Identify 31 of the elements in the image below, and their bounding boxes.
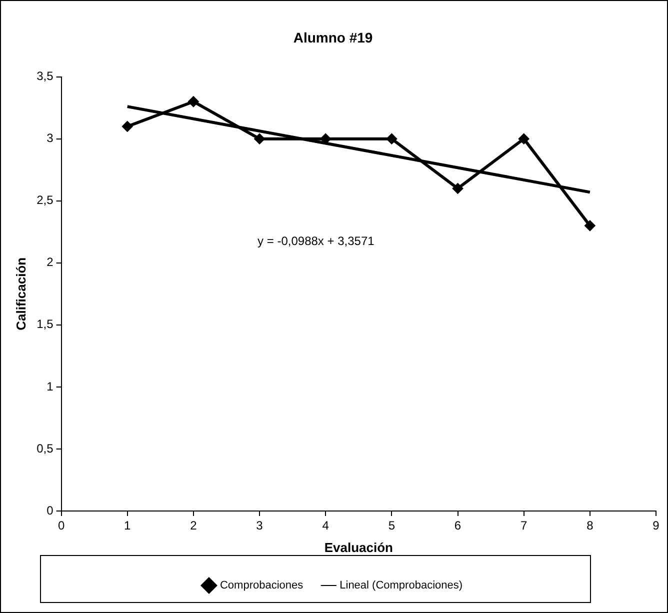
point: [518, 133, 530, 144]
point: [386, 133, 398, 144]
y-tick-label: 1: [46, 379, 54, 394]
x-tick-label: 3: [256, 518, 264, 533]
y-tick-label: 3: [46, 131, 54, 146]
y-tick-label: 3,5: [36, 69, 54, 84]
annotation: y = -0,0988x + 3,3571: [258, 234, 375, 248]
x-tick-label: 0: [58, 518, 65, 533]
point: [254, 133, 266, 144]
chart-title: Alumno #19: [293, 29, 373, 46]
y-tick-label: 2,5: [36, 193, 54, 208]
x-tick-label: 5: [388, 518, 396, 533]
x-tick-label: 7: [520, 518, 528, 533]
y-tick-label: 0: [46, 503, 54, 518]
x-tick-label: 6: [454, 518, 462, 533]
x-tick-label: 1: [124, 518, 132, 533]
point: [584, 220, 596, 232]
x-tick-label: 8: [586, 518, 594, 533]
x-tick-label: 9: [652, 518, 660, 533]
point: [188, 96, 199, 108]
y-tick-label: 1,5: [36, 317, 54, 332]
point: [122, 120, 133, 132]
x-tick-label: 2: [190, 518, 198, 533]
legend-label: Comprobaciones: [220, 580, 304, 592]
x-tick-label: 4: [322, 518, 330, 533]
y-axis-title: Calificación: [13, 257, 28, 330]
x-axis-title: Evaluación: [324, 540, 394, 555]
y-tick-label: 2: [46, 255, 54, 270]
point: [452, 182, 464, 194]
legend-label: Lineal (Comprobaciones): [340, 580, 463, 592]
y-tick-label: 0,5: [36, 441, 54, 456]
